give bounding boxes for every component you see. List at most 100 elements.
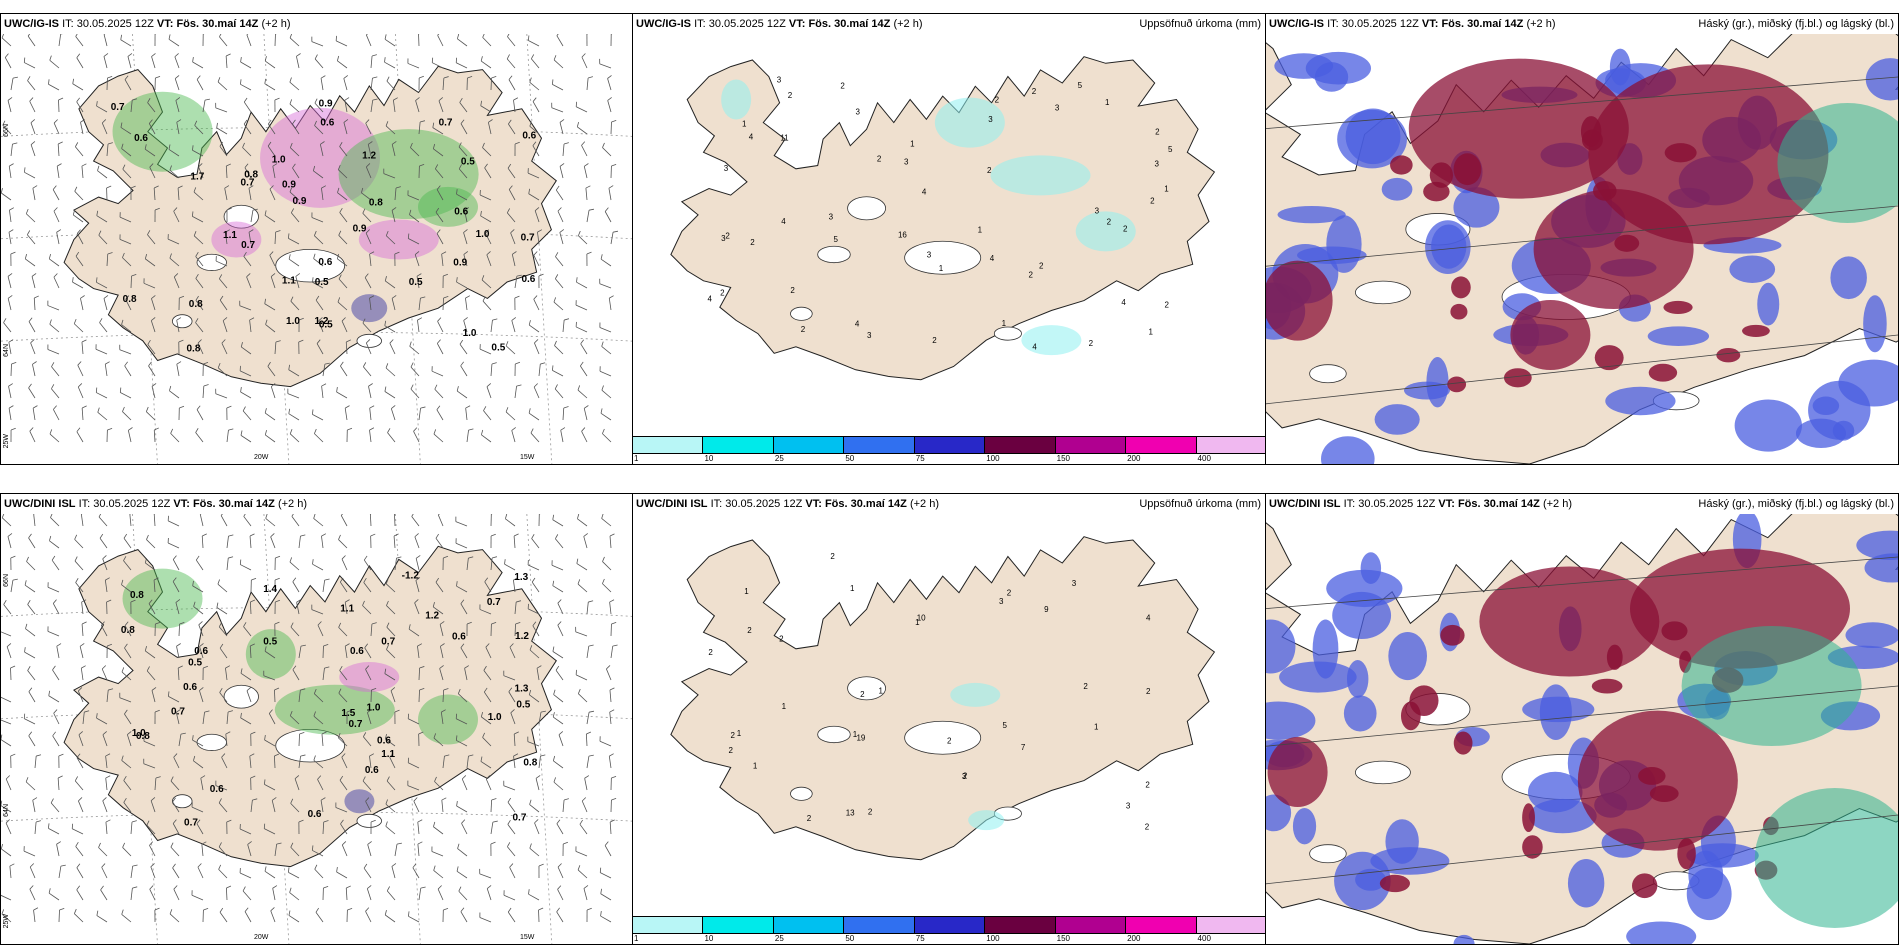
wind-barb [123, 533, 132, 549]
wind-barb [586, 251, 592, 267]
wind-barb [460, 643, 468, 659]
wind-speed-label: 1.0 [463, 328, 477, 339]
wind-barb [490, 621, 497, 637]
wind-barb [575, 626, 588, 637]
wind-barb [215, 102, 228, 113]
precip-amount-label: 2 [963, 772, 968, 781]
lat-label-66n: 66N [3, 124, 10, 137]
wind-barb [338, 622, 348, 637]
wind-barb [218, 864, 228, 879]
low-cloud-area [1845, 622, 1898, 649]
wind-barb [102, 731, 108, 747]
wind-barb [246, 34, 252, 47]
precip-amount-label: 5 [1003, 721, 1008, 730]
init-time: 30.05.2025 12Z [93, 498, 171, 510]
wind-barb [296, 53, 301, 69]
wind-speed-label: 0.8 [130, 590, 144, 601]
wind-barb [367, 141, 373, 157]
precip-amount-label: 2 [708, 648, 713, 657]
wind-barb [192, 145, 204, 157]
wind-barb [167, 537, 180, 549]
wind-barb [364, 643, 372, 659]
wind-speed-label: 1.0 [488, 712, 502, 723]
wind-barb [195, 251, 204, 267]
colorbar-swatch [703, 916, 774, 934]
low-cloud-area [1360, 552, 1382, 584]
wind-barb [71, 823, 84, 835]
wind-map-bottom[interactable]: 0.8 0.6 1.5 0.6 0.7 1.3 0.8 1.4 0.5 0.7 1.1 0.7 1.2 0… [1, 514, 632, 944]
wind-barb [95, 387, 108, 399]
wind-barb [268, 709, 276, 725]
wind-barb [174, 53, 180, 69]
wind-speed-label: 0.5 [491, 342, 505, 353]
wind-speed-label: 0.7 [521, 233, 535, 244]
wind-barb [23, 57, 36, 69]
iceland-land [63, 65, 557, 388]
wind-barb [344, 643, 350, 659]
precip-amount-label: 13 [846, 809, 855, 818]
wind-barb [562, 841, 569, 857]
precip-map-bottom[interactable]: 1 2 3 3 4 2 2 1 5 2 2 1 2 2 2 1 2 10 7 2 2 1 2 3 2 2 1 1 2 3 2 19 13 9 1 1 [633, 514, 1265, 916]
wind-barb [538, 710, 546, 725]
mid-cloud-cell [1453, 153, 1482, 186]
wind-barb [562, 406, 569, 421]
wind-barb [433, 429, 444, 443]
wind-barb [249, 317, 255, 333]
precip-amount-label: 1 [1164, 184, 1169, 193]
wind-barb [288, 408, 300, 421]
wind-barb [147, 339, 156, 355]
low-cloud-area [1337, 109, 1407, 169]
cloud-map-bottom[interactable] [1266, 514, 1898, 944]
low-cloud-area [1370, 847, 1450, 875]
wind-barb [224, 229, 230, 245]
precip-amount-label: 1 [1149, 328, 1154, 337]
panel-header: UWC/DINI ISL IT: 30.05.2025 12Z VT: Fös.… [1266, 494, 1898, 514]
wind-barb [176, 643, 181, 659]
precip-amount-label: 2 [788, 91, 793, 100]
colorbar-swatch [1126, 916, 1197, 934]
wind-barb [121, 319, 132, 333]
wind-map-top[interactable]: 0.7 1.0 0.9 1.2 0.5 0.7 0.6 0.8 0.8 0.9 0.5 1.0 0.6 0… [1, 34, 632, 464]
wind-barb [527, 559, 540, 571]
precip-amount-label: 2 [801, 325, 806, 334]
wind-barb [418, 666, 425, 681]
wind-barb [528, 689, 540, 703]
wind-barb [514, 622, 521, 637]
wind-barb [298, 732, 305, 747]
valid-time: Fös. 30.maí 14Z [1441, 18, 1524, 30]
graticule-line [1266, 685, 1898, 747]
wind-barb [77, 361, 84, 377]
colorbar-swatch [633, 436, 704, 454]
wind-barb [149, 841, 156, 857]
wind-barb [154, 207, 160, 223]
wind-barb [483, 665, 492, 681]
wind-barb [264, 429, 276, 443]
wind-barb [29, 97, 36, 113]
wind-barb [202, 710, 210, 725]
wind-barb [442, 754, 450, 769]
wind-barb [414, 251, 420, 267]
cloud-map-top[interactable] [1266, 34, 1898, 464]
wind-barb [367, 709, 372, 725]
wind-barb [466, 621, 472, 637]
wind-barb [101, 119, 108, 135]
lead-time: (+2 h) [261, 18, 291, 30]
wind-barb [201, 533, 207, 549]
wind-barb [298, 688, 306, 703]
colorbar-tick-label: 400 [1197, 454, 1211, 463]
wind-barb [513, 577, 518, 593]
wind-barb [144, 144, 156, 157]
wind-barb [609, 599, 615, 615]
lead-time: (+2 h) [277, 498, 307, 510]
wind-barb [479, 604, 492, 615]
mid-cloud-cell [1716, 347, 1741, 363]
mid-cloud-cell [1632, 873, 1658, 899]
wind-barb [123, 556, 132, 571]
wind-barb [105, 753, 111, 769]
wind-barb [72, 78, 84, 91]
wind-barb [264, 779, 276, 791]
wind-barb [153, 427, 159, 443]
wind-barb [1, 800, 12, 813]
wind-barb [533, 295, 540, 311]
